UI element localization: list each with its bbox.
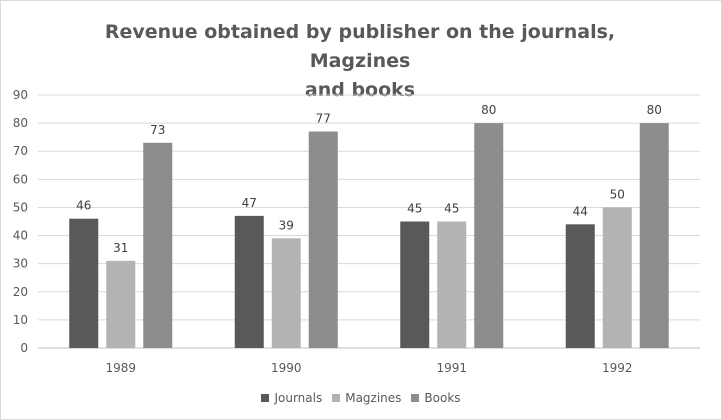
bar-books-1992: [639, 123, 669, 348]
y-tick-label: 0: [20, 341, 28, 355]
y-tick-label: 70: [13, 144, 28, 158]
x-tick-label: 1991: [436, 361, 467, 375]
data-label: 73: [150, 123, 165, 137]
legend-label: Journals: [274, 391, 323, 405]
bar-magzines-1992: [602, 207, 632, 348]
data-label: 47: [242, 196, 257, 210]
y-tick-label: 80: [13, 116, 28, 130]
y-tick-label: 90: [13, 88, 28, 102]
x-tick-label: 1989: [105, 361, 136, 375]
x-tick-label: 1992: [602, 361, 633, 375]
data-label: 80: [481, 103, 496, 117]
bar-journals-1992: [565, 224, 595, 348]
data-label: 45: [444, 202, 459, 216]
y-tick-label: 60: [13, 172, 28, 186]
y-tick-label: 10: [13, 313, 28, 327]
bar-magzines-1989: [106, 260, 136, 348]
legend-swatch: [261, 394, 270, 402]
legend-label: Magzines: [345, 391, 402, 405]
gridlines: [38, 94, 700, 349]
legend-item-journals: Journals: [261, 391, 322, 405]
bar-magzines-1991: [437, 221, 467, 348]
bar-books-1991: [474, 123, 504, 348]
y-tick-label: 40: [13, 229, 28, 243]
data-label: 45: [407, 202, 422, 216]
legend-item-magzines: Magzines: [332, 391, 401, 405]
legend-label: Books: [424, 391, 461, 405]
legend-swatch: [411, 394, 420, 402]
bars: [69, 123, 669, 348]
data-label: 46: [76, 199, 91, 213]
data-label: 44: [573, 204, 588, 218]
bar-books-1989: [143, 142, 173, 348]
data-label: 31: [113, 241, 128, 255]
legend: Journals Magzines Books: [0, 391, 722, 405]
data-label: 50: [610, 187, 625, 201]
legend-item-books: Books: [411, 391, 461, 405]
data-label: 39: [279, 218, 294, 232]
bar-journals-1990: [234, 215, 264, 348]
y-tick-label: 50: [13, 200, 28, 214]
y-tick-label: 20: [13, 285, 28, 299]
bar-magzines-1990: [271, 238, 301, 348]
data-label: 80: [647, 103, 662, 117]
bar-books-1990: [308, 131, 338, 348]
data-labels: 46 31 73 47 39 77 45 45 80 44 50 80: [76, 103, 662, 255]
x-axis-ticks: 1989 1990 1991 1992: [105, 361, 632, 375]
data-label: 77: [316, 112, 331, 126]
chart-title-line-1: Revenue obtained by publisher on the jou…: [104, 21, 616, 72]
legend-swatch: [332, 394, 341, 402]
x-tick-label: 1990: [271, 361, 302, 375]
y-tick-label: 30: [13, 257, 28, 271]
bar-journals-1989: [69, 218, 99, 348]
bar-journals-1991: [400, 221, 430, 348]
y-axis-ticks: 0 10 20 30 40 50 60 70 80 90: [13, 88, 28, 355]
